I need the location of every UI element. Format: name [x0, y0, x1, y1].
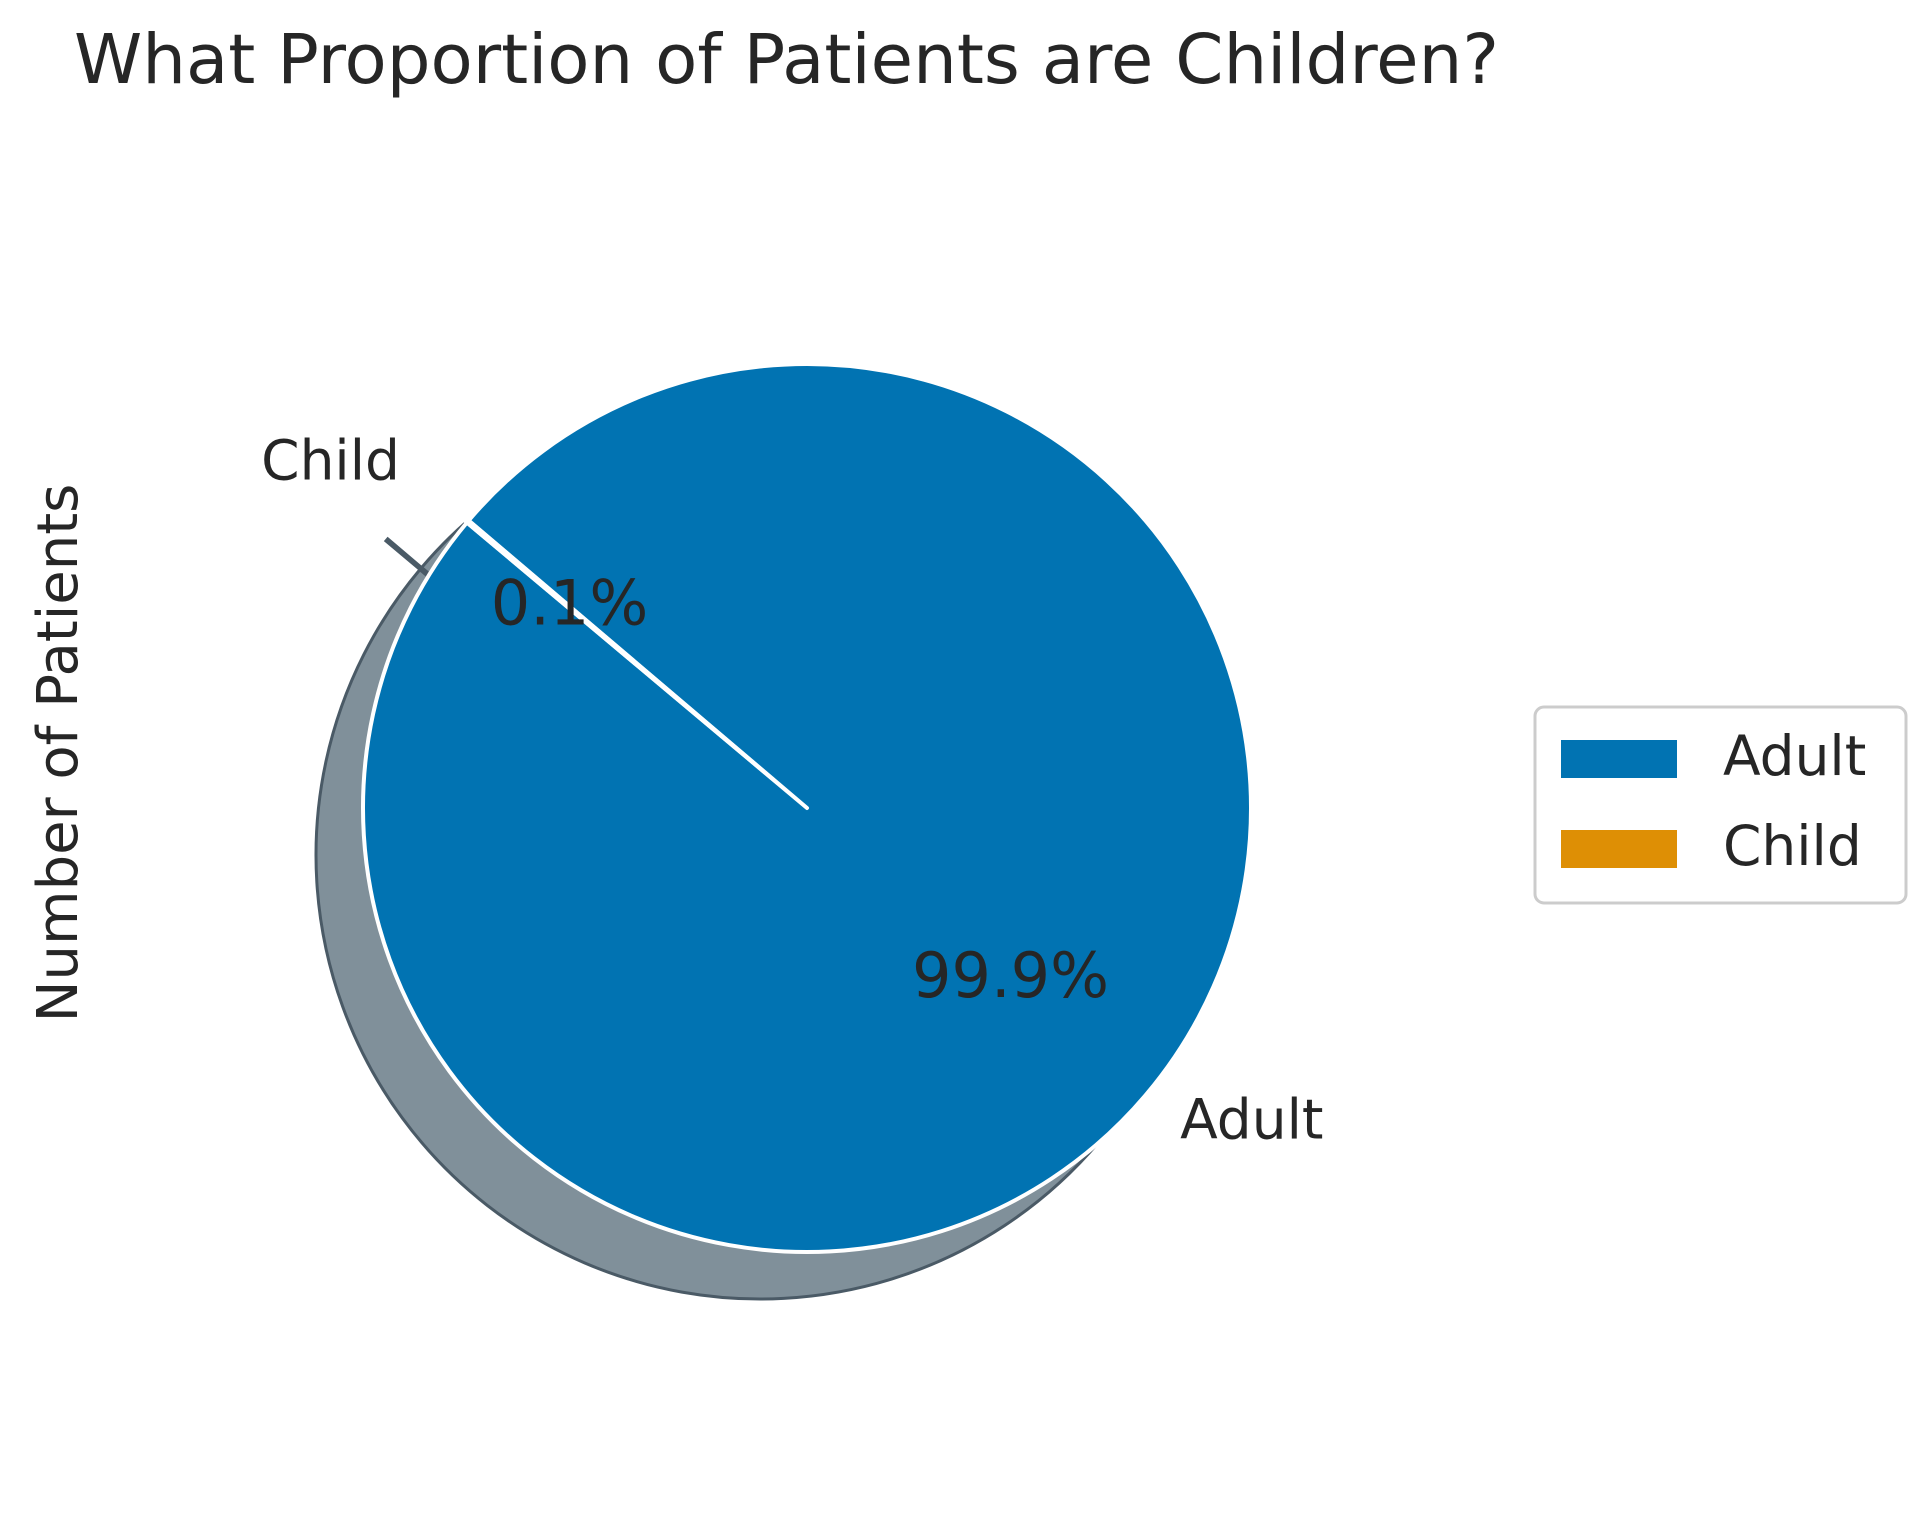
percent-label-child: 0.1%: [491, 567, 649, 640]
chart-title: What Proportion of Patients are Children…: [74, 20, 1499, 100]
y-axis-label: Number of Patients: [26, 484, 91, 1023]
slice-label-child: Child: [261, 428, 400, 492]
legend-swatch-child: [1561, 830, 1677, 868]
legend: Adult Child: [1533, 705, 1908, 905]
pie-slice-adult: [360, 362, 1253, 1254]
legend-entries: Adult Child: [1561, 724, 1866, 878]
pie-slice-child: [430, 489, 776, 782]
pie-slices: [360, 362, 1253, 1254]
percent-label-adult: 99.9%: [912, 939, 1109, 1012]
legend-swatch-adult: [1561, 740, 1677, 778]
pie-labels: Adult 99.9% Child 0.1%: [261, 428, 1323, 1151]
slice-label-adult: Adult: [1180, 1087, 1323, 1151]
legend-label-adult: Adult: [1723, 724, 1866, 788]
legend-label-child: Child: [1723, 814, 1862, 878]
